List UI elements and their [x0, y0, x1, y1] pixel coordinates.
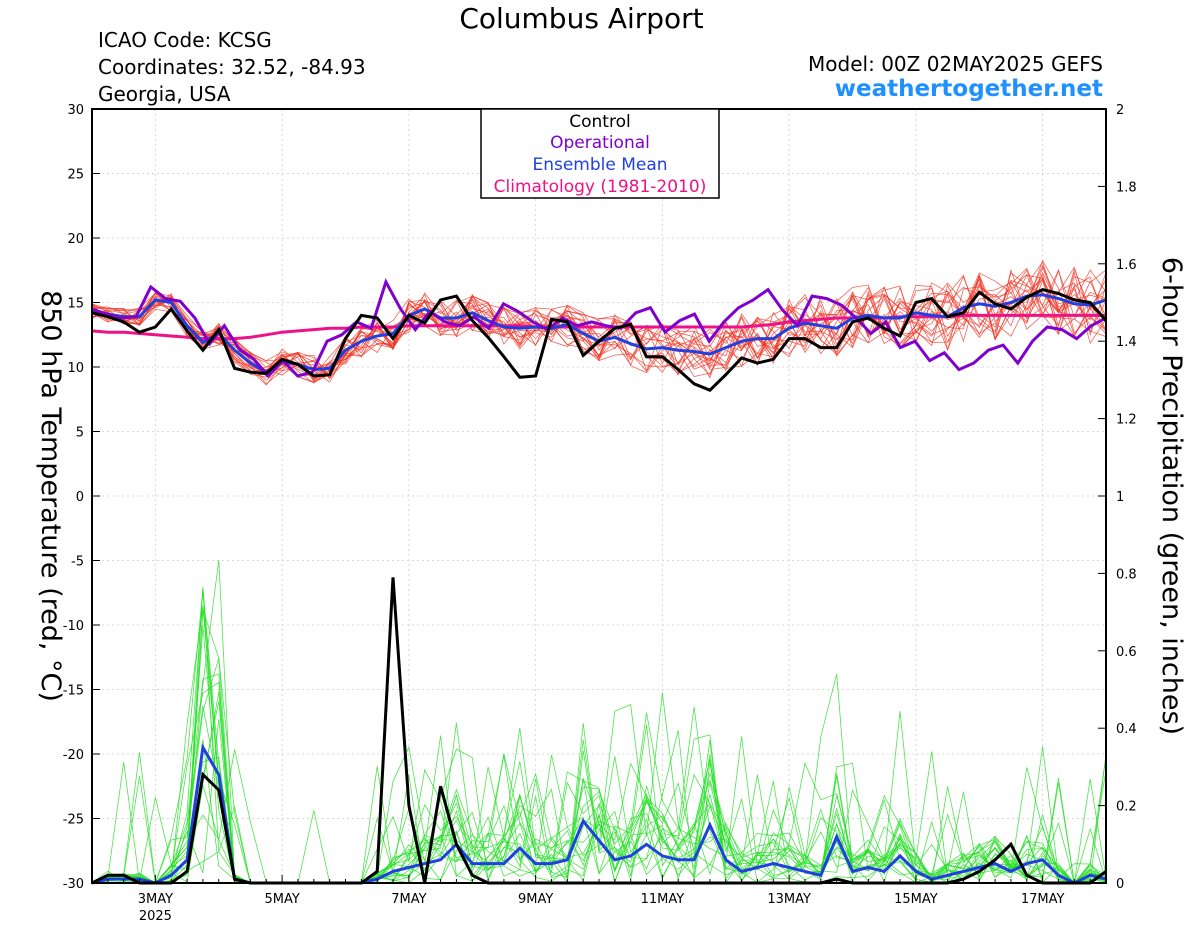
y-right-tick-label: 1: [1116, 490, 1124, 505]
y-left-tick-label: 30: [67, 103, 84, 118]
y-right-tick-label: 1.6: [1116, 258, 1137, 273]
y-left-tick-label: 20: [67, 232, 84, 247]
x-tick-label: 13MAY: [767, 892, 811, 907]
coordinates: Coordinates: 32.52, -84.93: [98, 55, 366, 79]
x-tick-label: 7MAY: [391, 892, 426, 907]
legend-control: Control: [569, 112, 630, 132]
temp-member-line: [91, 266, 1107, 383]
y-left-tick-label: 15: [67, 297, 84, 312]
legend-operational: Operational: [550, 133, 650, 153]
legend-climatology: Climatology (1981-2010): [494, 177, 707, 197]
legend-ensemble-mean: Ensemble Mean: [532, 155, 667, 175]
y-right-axis-label: 6-hour Precipitation (green, inches): [1156, 257, 1187, 735]
location: Georgia, USA: [98, 82, 231, 106]
y-right-tick-label: 0.8: [1116, 567, 1137, 582]
y-left-tick-label: 5: [76, 426, 84, 441]
legend: Control Operational Ensemble Mean Climat…: [480, 108, 720, 199]
control-temp-line: [91, 288, 1108, 392]
y-left-tick-label: -5: [71, 555, 84, 570]
y-left-tick-label: -10: [63, 619, 84, 634]
temp-member-line: [91, 264, 1107, 378]
y-right-tick-label: 0: [1116, 877, 1124, 892]
y-right-tick-label: 1.8: [1116, 180, 1137, 195]
axes: 302520151050-5-10-15-20-25-3021.81.61.41…: [63, 103, 1137, 924]
x-tick-label: 9MAY: [518, 892, 553, 907]
y-right-tick-label: 1.4: [1116, 335, 1137, 350]
control-precip-line: [91, 577, 1107, 885]
model-run: Model: 00Z 02MAY2025 GEFS: [808, 52, 1103, 76]
y-right-tick-label: 2: [1116, 103, 1124, 118]
x-tick-label: 3MAY: [138, 892, 173, 907]
icao-code: ICAO Code: KCSG: [98, 28, 272, 52]
y-left-tick-label: -20: [63, 748, 84, 763]
y-right-tick-label: 0.6: [1116, 645, 1137, 660]
gridlines: [92, 109, 1106, 883]
x-tick-label: 11MAY: [641, 892, 685, 907]
y-left-tick-label: -30: [63, 877, 84, 892]
y-right-tick-label: 1.2: [1116, 413, 1137, 428]
y-left-axis-label: 850 hPa Temperature (red, °C): [35, 290, 66, 702]
chart-title: Columbus Airport: [459, 2, 704, 35]
y-right-tick-label: 0.4: [1116, 722, 1137, 737]
y-left-tick-label: -15: [63, 684, 84, 699]
temp-member-line: [91, 274, 1107, 378]
y-left-tick-label: -25: [63, 813, 84, 828]
precip-member-line: [91, 712, 1107, 884]
x-tick-label: 15MAY: [894, 892, 938, 907]
x-tick-label: 5MAY: [264, 892, 299, 907]
site-link[interactable]: weathertogether.net: [834, 76, 1103, 102]
y-left-tick-label: 0: [76, 490, 84, 505]
series-lines: [91, 278, 1108, 885]
legend-box: [480, 108, 720, 199]
y-left-tick-label: 25: [67, 168, 84, 183]
operational-temp-line: [91, 278, 1107, 379]
x-tick-label: 17MAY: [1021, 892, 1065, 907]
x-tick-sublabel: 2025: [139, 909, 172, 924]
y-right-tick-label: 0.2: [1116, 800, 1137, 815]
y-left-tick-label: 10: [67, 361, 84, 376]
